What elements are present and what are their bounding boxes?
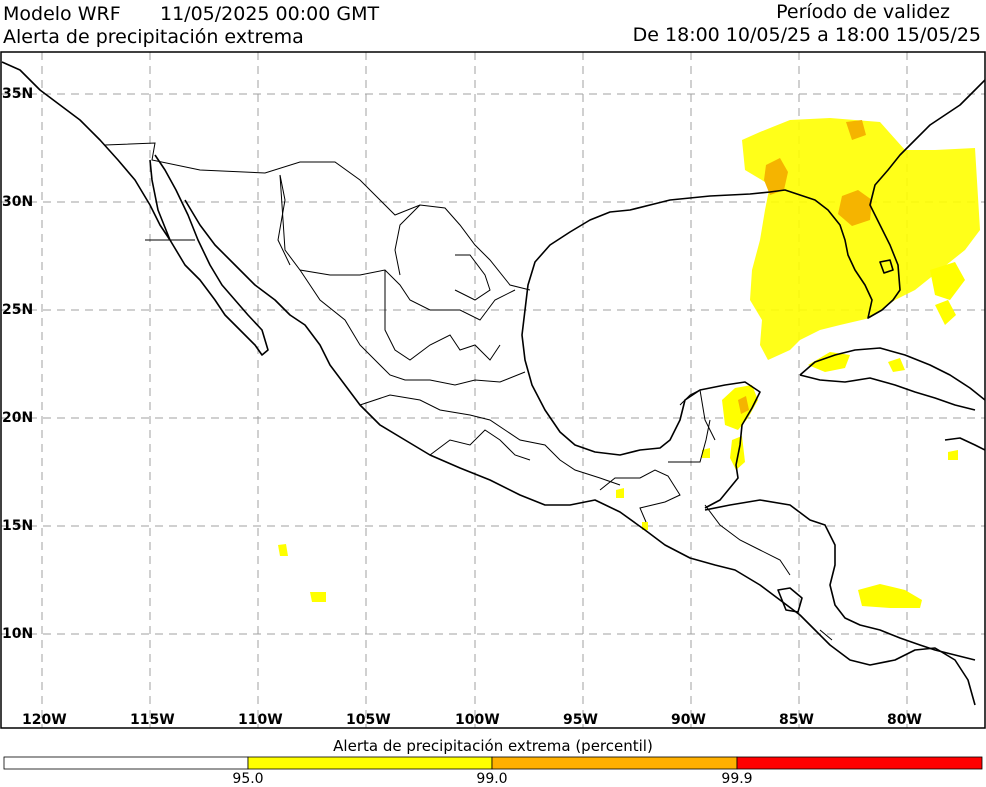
colorbar-title: Alerta de precipitación extrema (percent… [333,737,653,755]
border-guatemala-belize [668,419,711,463]
alert-area-cuba [808,352,850,372]
alert-core-yucatan [738,396,749,414]
border-states-misc-1 [429,429,531,461]
model-name: Modelo WRF [3,3,121,25]
border-central-america [704,504,833,641]
coast-mexico-pacific [184,199,976,706]
x-tick-label: 120W [22,712,67,728]
alert-area-belize [730,436,745,470]
colorbar-above-999 [736,756,983,770]
border-yucatan-interior [679,389,716,441]
colorbar-label-999: 99.9 [721,771,753,787]
y-tick-label: 35N [2,86,34,102]
alert-area-bahamas [930,262,965,300]
validity-title: Período de validez [776,1,950,23]
lake-nicaragua [777,587,803,613]
y-tick-label: 25N [2,302,34,318]
lake-okeechobee [879,259,894,274]
border-states-misc-3 [394,204,421,276]
border-us-mexico [104,142,531,291]
y-tick-label: 20N [2,410,34,426]
precipitation-alert-areas [278,118,980,608]
product-title: Alerta de precipitación extrema [3,26,304,48]
x-tick-label: 80W [887,712,922,728]
colorbar [3,756,983,770]
border-mexico-guatemala [599,469,681,523]
coast-baja-west [149,154,269,356]
alert-area-cuba-east [888,358,905,372]
x-tick-label: 90W [671,712,706,728]
border-states-central [299,269,526,386]
x-tick-label: 95W [563,712,598,728]
borders [104,142,833,641]
alert-core-georgia [846,120,866,140]
coast-hispaniola [944,437,985,451]
alert-area-tabasco [702,448,710,458]
y-tick-label: 15N [2,518,34,534]
x-tick-label: 100W [455,712,500,728]
alert-area-chiapas [616,488,624,498]
alert-area-pacific-2 [310,592,326,602]
border-states-south [359,394,621,486]
alert-area-pacific-1 [278,544,288,556]
colorbar-label-95: 95.0 [232,771,264,787]
x-tick-label: 110W [238,712,283,728]
alert-area-bahamas-2 [935,300,956,325]
y-tick-label: 10N [2,626,34,642]
colorbar-95-99 [247,756,493,770]
colorbar-99-999 [491,756,738,770]
validity-range: De 18:00 10/05/25 a 18:00 15/05/25 [632,24,981,46]
map-frame [0,51,986,729]
x-tick-label: 105W [346,712,391,728]
alert-area-hispaniola [948,450,958,460]
colorbar-label-99: 99.0 [476,771,508,787]
x-tick-label: 85W [779,712,814,728]
coastlines [1,61,985,706]
coast-cuba [799,347,985,411]
alert-core-north-florida [838,190,872,226]
border-states-west [384,270,501,361]
coast-pacific-us [1,61,171,241]
x-tick-label: 115W [130,712,175,728]
alert-area-caribbean [858,584,922,608]
coast-us-gulf [521,79,985,509]
forecast-datetime: 11/05/2025 00:00 GMT [160,3,380,25]
coast-central-america-caribbean [704,499,976,661]
border-sonora-chihuahua [277,174,291,266]
alert-area-florida [742,118,980,360]
border-states-misc-2 [454,254,491,301]
alert-core-apalachicola [764,158,788,195]
colorbar-below-95 [3,756,249,770]
y-tick-label: 30N [2,194,34,210]
